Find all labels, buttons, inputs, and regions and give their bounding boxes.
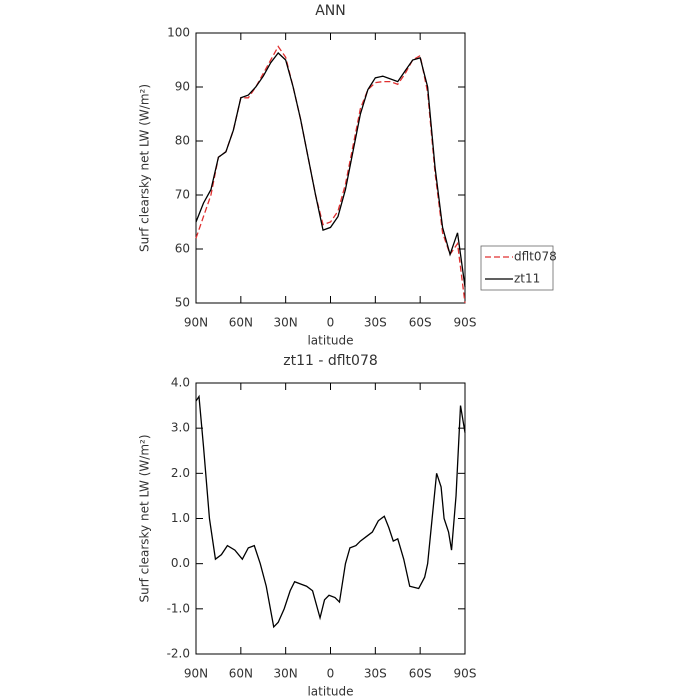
x-tick-label: 90S (454, 316, 477, 330)
y-axis-label: Surf clearsky net LW (W/m²) (138, 84, 152, 252)
x-tick-label: 90S (454, 667, 477, 681)
y-tick-label: 2.0 (171, 466, 190, 480)
plot-frame (195, 382, 466, 655)
x-tick-label: 0 (327, 667, 335, 681)
y-axis-label: Surf clearsky net LW (W/m²) (138, 434, 152, 602)
legend-label: dflt078 (514, 250, 557, 264)
y-tick-label: 0.0 (171, 556, 190, 570)
x-tick-label: 30S (364, 667, 387, 681)
x-tick-label: 30N (274, 316, 298, 330)
data-line (195, 394, 466, 629)
x-tick-label: 60S (409, 667, 432, 681)
x-axis-label: latitude (307, 334, 353, 348)
y-tick-label: 70 (175, 188, 190, 202)
legend-box (480, 245, 554, 291)
x-tick-label: 60N (229, 667, 253, 681)
x-tick-label: 90N (184, 316, 208, 330)
data-line (195, 52, 466, 287)
x-tick-label: 30N (274, 667, 298, 681)
data-line (195, 45, 466, 304)
x-tick-label: 30S (364, 316, 387, 330)
y-tick-label: 100 (167, 26, 190, 40)
x-axis-label: latitude (307, 685, 353, 699)
y-tick-label: 60 (175, 242, 190, 256)
x-tick-label: 90N (184, 667, 208, 681)
y-tick-label: 1.0 (171, 511, 190, 525)
x-tick-label: 0 (327, 316, 335, 330)
y-tick-label: 4.0 (171, 376, 190, 390)
y-tick-label: 3.0 (171, 421, 190, 435)
y-tick-label: 80 (175, 134, 190, 148)
x-tick-label: 60S (409, 316, 432, 330)
y-tick-label: -2.0 (167, 647, 190, 661)
chart-title: zt11 - dflt078 (283, 353, 378, 369)
y-tick-label: 50 (175, 296, 190, 310)
chart-title: ANN (315, 3, 346, 19)
y-tick-label: -1.0 (167, 601, 190, 615)
y-tick-label: 90 (175, 80, 190, 94)
legend-label: zt11 (514, 272, 540, 286)
x-tick-label: 60N (229, 316, 253, 330)
